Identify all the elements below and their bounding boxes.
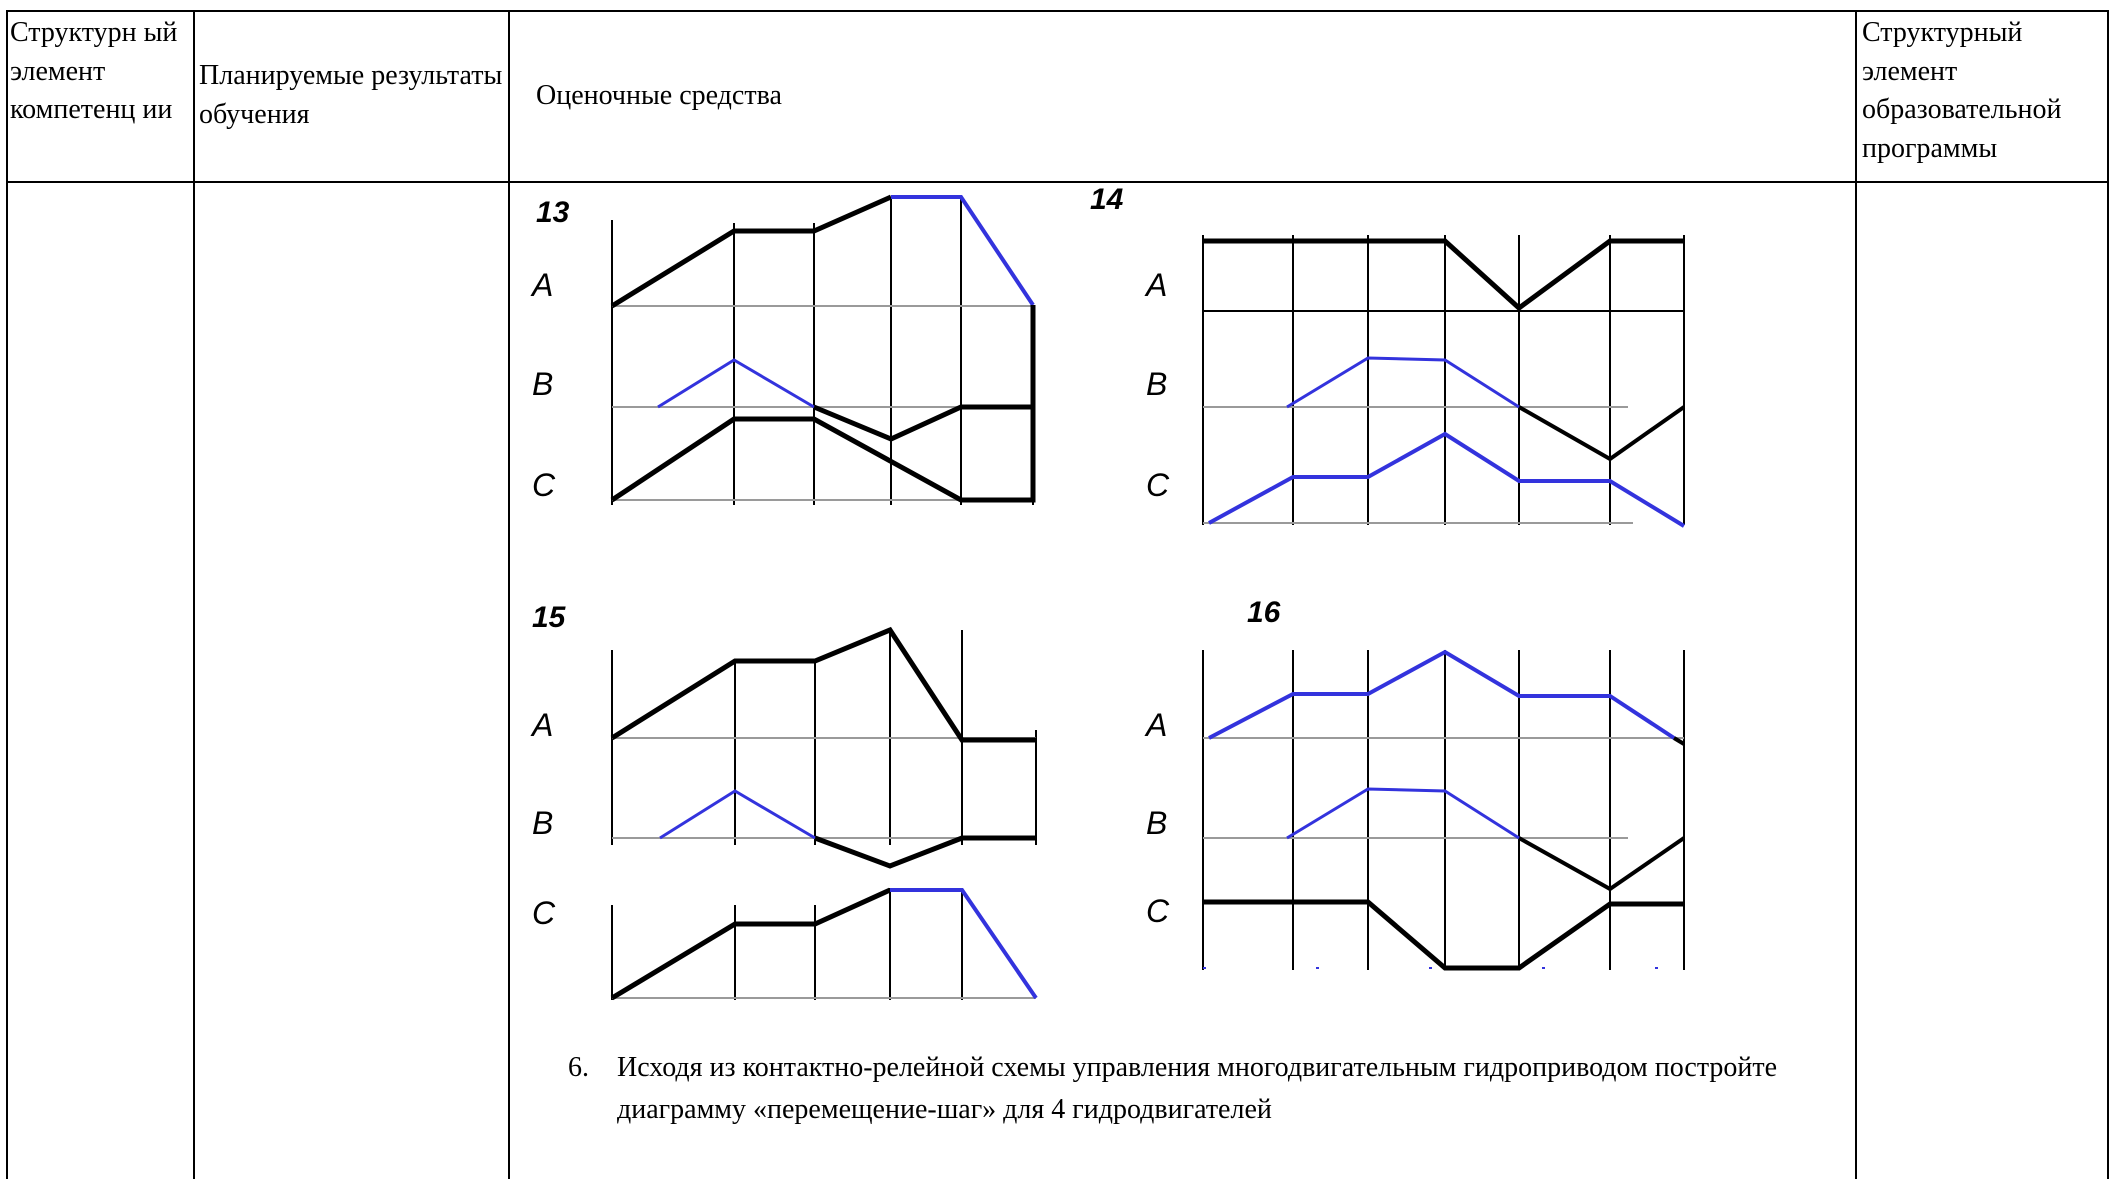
header-structural-element: Структурн ый элемент компетенц ии [10, 17, 178, 125]
row-label-b: B [1146, 366, 1167, 402]
diagram-16: 16 A B C [1144, 596, 1686, 971]
task-text: Исходя из контактно-релейной схемы управ… [617, 1052, 1778, 1125]
diagram-number: 15 [532, 601, 567, 634]
table-right-border [2107, 10, 2109, 1179]
diagram-14: 14 A B C [1090, 183, 1686, 528]
assessment-table: Структурн ый элемент компетенц ии Планир… [6, 10, 2109, 1179]
row-label-c: C [1146, 467, 1170, 503]
diagram-13: 13 A B C [530, 194, 1036, 505]
row-label-c: C [532, 467, 556, 503]
diagram-number: 14 [1090, 183, 1124, 216]
col-divider-1 [193, 10, 195, 1179]
row-label-c: C [532, 895, 556, 931]
task-number: 6. [568, 1052, 589, 1083]
table-top-border [6, 10, 2109, 12]
row-label-b: B [532, 366, 553, 402]
table-left-border [6, 10, 8, 1179]
col-divider-2 [508, 10, 510, 1179]
row-label-a: A [530, 707, 553, 743]
row-label-b: B [532, 805, 553, 841]
row-label-a: A [1144, 707, 1167, 743]
row-label-c: C [1146, 893, 1170, 929]
header-planned-results: Планируемые результаты обучения [199, 60, 503, 130]
col-divider-3 [1855, 10, 1857, 1179]
header-program-element: Структурный элемент образовательной прог… [1862, 17, 2062, 164]
diagram-15: 15 A B C [530, 601, 1038, 1001]
row-label-b: B [1146, 805, 1167, 841]
diagram-number: 13 [536, 196, 570, 229]
row-label-a: A [530, 267, 553, 303]
row-label-a: A [1144, 267, 1167, 303]
diagram-number: 16 [1247, 596, 1281, 629]
header-assessment-tools: Оценочные средства [536, 80, 782, 111]
header-bottom-border [6, 181, 2109, 183]
